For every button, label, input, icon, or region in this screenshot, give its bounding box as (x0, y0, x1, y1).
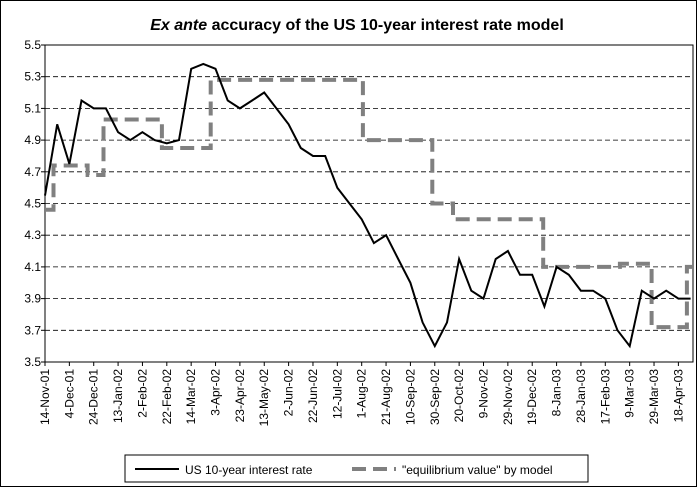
x-tick-label: 24-Dec-01 (87, 369, 101, 425)
y-tick-label: 4.9 (24, 133, 41, 147)
y-tick-label: 4.5 (24, 197, 41, 211)
x-tick-label: 28-Jan-03 (574, 369, 588, 423)
x-tick-label: 12-Jul-02 (330, 369, 344, 419)
y-tick-label: 5.1 (24, 101, 41, 115)
x-tick-label: 29-Mar-03 (647, 369, 661, 425)
x-tick-label: 13-Jan-02 (111, 369, 125, 423)
x-tick-label: 21-Aug-02 (379, 369, 393, 425)
y-tick-label: 4.1 (24, 260, 41, 274)
x-tick-label: 14-Nov-01 (38, 369, 52, 425)
x-tick-label: 1-Aug-02 (355, 369, 369, 419)
x-tick-label: 19-Dec-02 (525, 369, 539, 425)
x-tick-label: 3-Apr-02 (209, 369, 223, 416)
plot-border (44, 44, 694, 363)
legend-label: US 10-year interest rate (185, 463, 313, 477)
y-tick-label: 4.7 (24, 165, 41, 179)
y-tick-label: 5.3 (24, 70, 41, 84)
x-tick-label: 18-Apr-03 (671, 369, 685, 423)
series-line (44, 62, 691, 349)
x-tick-label: 29-Nov-02 (501, 369, 515, 425)
x-tick-label: 2-Jun-02 (282, 369, 296, 417)
x-tick-label: 9-Nov-02 (476, 369, 490, 419)
x-tick-label: 14-Mar-02 (184, 369, 198, 425)
x-tick-label: 30-Sep-02 (428, 369, 442, 425)
chart-title: Ex ante accuracy of the US 10-year inter… (150, 17, 564, 34)
legend-label: "equilibrium value" by model (402, 463, 553, 477)
x-tick-label: 8-Jan-03 (550, 369, 564, 417)
x-tick-label: 22-Jun-02 (306, 369, 320, 423)
y-tick-label: 3.7 (24, 323, 41, 337)
x-tick-label: 4-Dec-01 (62, 369, 76, 419)
y-tick-label: 5.5 (24, 38, 41, 52)
x-tick-label: 13-May-02 (257, 369, 271, 427)
y-tick-label: 3.5 (24, 355, 41, 369)
x-tick-label: 20-Oct-02 (452, 369, 466, 423)
x-tick-label: 17-Feb-03 (598, 369, 612, 425)
x-tick-label: 10-Sep-02 (403, 369, 417, 425)
x-tick-label: 2-Feb-02 (135, 369, 149, 418)
y-tick-label: 4.3 (24, 228, 41, 242)
y-tick-label: 3.9 (24, 292, 41, 306)
series-line (45, 77, 693, 330)
x-tick-label: 22-Feb-02 (160, 369, 174, 425)
title-text: accuracy of the US 10-year interest rate… (212, 17, 564, 34)
title-emphasis: Ex ante (150, 17, 207, 34)
x-tick-label: 23-Apr-02 (233, 369, 247, 423)
x-tick-label: 9-Mar-03 (623, 369, 637, 418)
